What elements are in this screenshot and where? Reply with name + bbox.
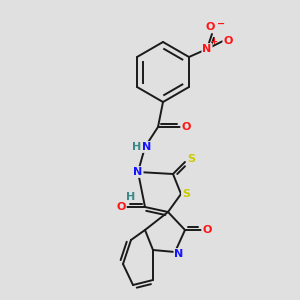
Text: N: N bbox=[202, 44, 211, 54]
Text: H: H bbox=[132, 142, 142, 152]
Text: O: O bbox=[223, 36, 233, 46]
Text: O: O bbox=[181, 122, 191, 132]
Text: H: H bbox=[126, 192, 136, 202]
Text: +: + bbox=[211, 38, 218, 46]
Text: O: O bbox=[116, 202, 126, 212]
Text: N: N bbox=[142, 142, 152, 152]
Text: N: N bbox=[134, 167, 142, 177]
Text: −: − bbox=[217, 19, 225, 29]
Text: S: S bbox=[182, 189, 190, 199]
Text: N: N bbox=[174, 249, 184, 259]
Text: S: S bbox=[187, 154, 195, 164]
Text: O: O bbox=[205, 22, 215, 32]
Text: O: O bbox=[202, 225, 212, 235]
